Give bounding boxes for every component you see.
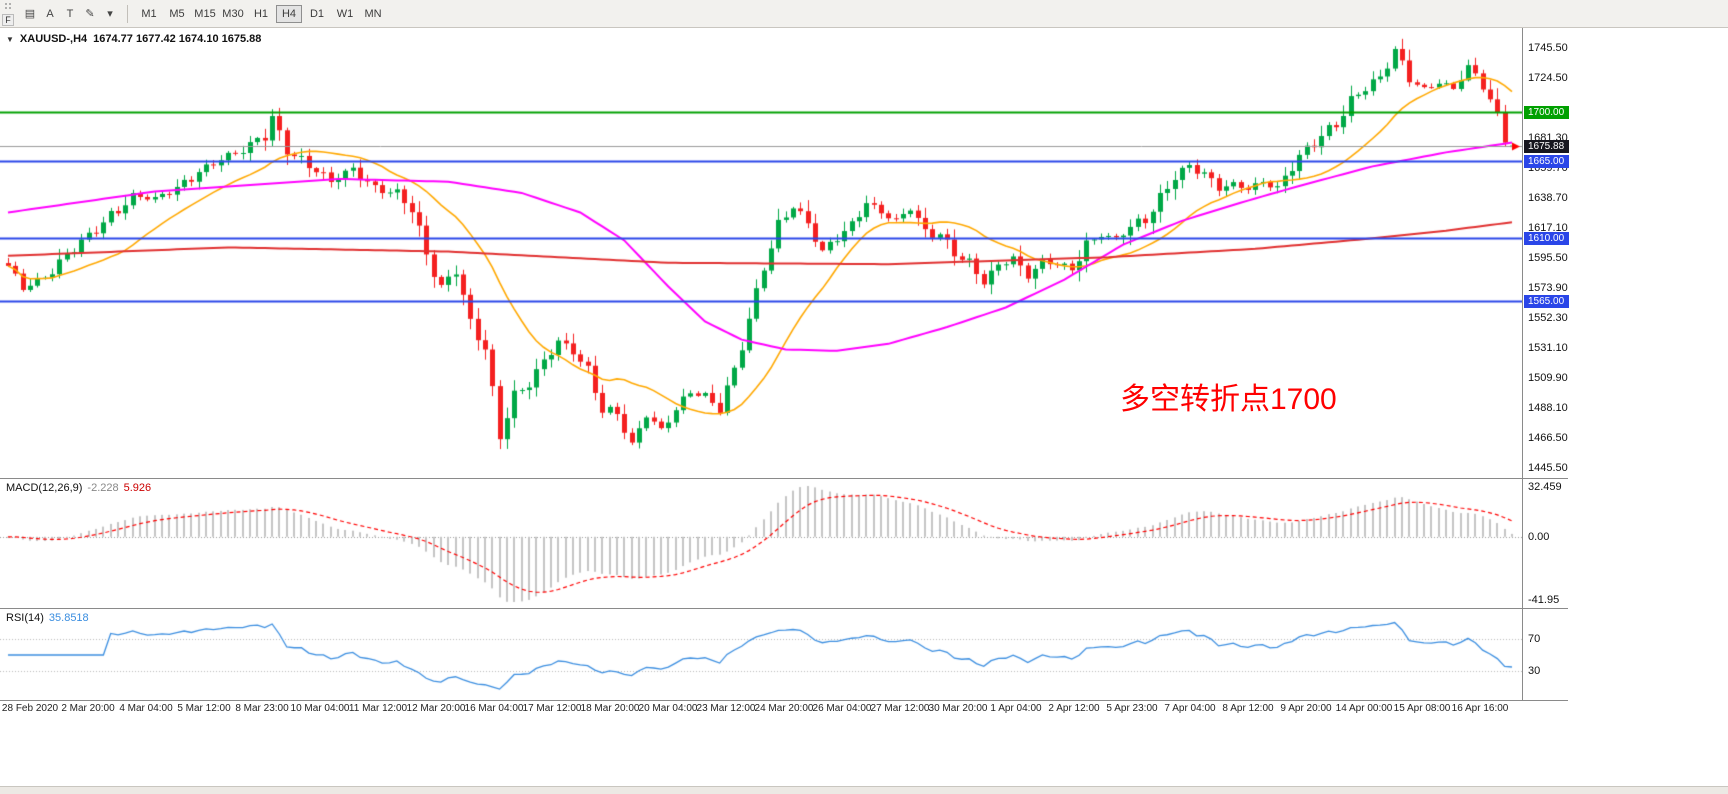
timeframe-button-m5[interactable]: M5	[169, 7, 185, 20]
collapse-icon[interactable]: ▼	[6, 34, 14, 44]
timeframe-button-d1[interactable]: D1	[309, 7, 325, 20]
time-axis-label: 2 Apr 12:00	[1048, 703, 1100, 714]
macd-name: MACD(12,26,9)	[6, 482, 83, 494]
time-axis-label: 1 Apr 04:00	[990, 703, 1042, 714]
macd-canvas[interactable]	[0, 479, 1522, 609]
time-axis-label: 28 Feb 2020	[1, 703, 59, 714]
macd-label: MACD(12,26,9) -2.228 5.926	[6, 482, 151, 494]
macd-axis-min: -41.95	[1528, 594, 1560, 606]
price-axis-badge: 1700.00	[1524, 105, 1569, 119]
price-axis-badge: 1665.00	[1524, 154, 1569, 168]
macd-pane: MACD(12,26,9) -2.228 5.926 32.459 0.00 -…	[0, 478, 1568, 609]
time-axis-label: 30 Mar 20:00	[928, 703, 988, 714]
toolbar-f-button[interactable]: F	[2, 13, 14, 26]
price-axis-tick: 1573.90	[1528, 282, 1568, 295]
rsi-pane: RSI(14) 35.8518 70 30	[0, 608, 1568, 701]
time-axis-label: 2 Mar 20:00	[61, 703, 115, 714]
time-axis-label: 11 Mar 12:00	[348, 703, 408, 714]
timeframe-button-m30[interactable]: M30	[222, 7, 244, 20]
time-axis: 28 Feb 2020 2 Mar 20:00 4 Mar 04:00 5 Mar 1…	[0, 700, 1568, 716]
time-axis-label: 12 Mar 20:00	[406, 703, 466, 714]
time-axis-label: 27 Mar 12:00	[870, 703, 930, 714]
time-axis-label: 15 Apr 08:00	[1393, 703, 1451, 714]
price-axis-badge: 1610.00	[1524, 231, 1569, 245]
toolbar-left-cluster: F	[0, 0, 16, 28]
price-axis-tick: 1466.50	[1528, 432, 1568, 445]
toolbar-buttons: ▤ A T ✎ ▾	[20, 4, 120, 24]
time-axis-label: 24 Mar 20:00	[754, 703, 814, 714]
price-axis-badge: 1675.88	[1524, 139, 1569, 153]
toolbar-separator	[127, 4, 128, 23]
macd-value-main: -2.228	[87, 482, 119, 494]
time-axis-label: 8 Mar 23:00	[235, 703, 289, 714]
annotate-a-icon[interactable]: A	[46, 7, 54, 20]
chart-title-symbol: XAUUSD-,H4	[19, 33, 88, 45]
price-axis-tick: 1745.50	[1528, 42, 1568, 55]
timeframe-button-mn[interactable]: MN	[364, 7, 382, 20]
caret-down-icon[interactable]: ▾	[107, 8, 113, 20]
time-axis-label: 8 Apr 12:00	[1222, 703, 1274, 714]
charts-grid-icon[interactable]: ▤	[24, 8, 36, 20]
rsi-label: RSI(14) 35.8518	[6, 612, 89, 624]
time-axis-label: 18 Mar 20:00	[580, 703, 640, 714]
time-axis-label: 5 Apr 23:00	[1106, 703, 1158, 714]
time-axis-label: 23 Mar 12:00	[696, 703, 756, 714]
text-tool-icon[interactable]: T	[66, 7, 74, 20]
price-axis-tick: 1638.70	[1528, 191, 1568, 204]
time-axis-label: 4 Mar 04:00	[119, 703, 173, 714]
time-axis-label: 20 Mar 04:00	[638, 703, 698, 714]
price-pane: ▼ XAUUSD-,H4 1674.77 1677.42 1674.10 167…	[0, 28, 1569, 478]
chart-annotation-text: 多空转折点1700	[1120, 383, 1337, 416]
time-axis-label: 14 Apr 00:00	[1335, 703, 1393, 714]
time-axis-label: 7 Apr 04:00	[1164, 703, 1216, 714]
price-axis: 1745.50 1724.50 1681.30 1659.70 1638.70 1617.…	[1522, 28, 1569, 478]
price-axis-tick: 1552.30	[1528, 312, 1568, 325]
status-strip	[0, 786, 1728, 794]
draw-pen-icon[interactable]: ✎	[85, 8, 95, 20]
timeframe-button-m1[interactable]: M1	[141, 7, 157, 20]
timeframe-button-h1[interactable]: H1	[253, 7, 269, 20]
time-axis-label: 5 Mar 12:00	[177, 703, 231, 714]
rsi-axis-low: 30	[1528, 665, 1541, 678]
macd-value-signal: 5.926	[123, 482, 152, 494]
toolbar-drag-handle-icon[interactable]	[4, 1, 12, 10]
timeframe-button-h4[interactable]: H4	[276, 4, 302, 23]
price-chart-canvas[interactable]	[0, 28, 1522, 478]
price-axis-badge: 1565.00	[1524, 294, 1569, 308]
rsi-axis-high: 70	[1528, 632, 1541, 645]
macd-axis-max: 32.459	[1528, 481, 1562, 493]
price-axis-tick: 1488.10	[1528, 401, 1568, 414]
timeframe-button-m15[interactable]: M15	[194, 7, 216, 20]
time-axis-label: 16 Apr 16:00	[1451, 703, 1509, 714]
price-axis-tick: 1509.90	[1528, 371, 1568, 384]
rsi-value: 35.8518	[48, 612, 89, 624]
time-axis-label: 10 Mar 04:00	[290, 703, 350, 714]
macd-axis: 32.459 0.00 -41.95	[1522, 479, 1568, 608]
macd-axis-zero: 0.00	[1528, 530, 1550, 543]
rsi-canvas[interactable]	[0, 609, 1522, 701]
time-axis-label: 17 Mar 12:00	[522, 703, 582, 714]
chart-window: ▼ XAUUSD-,H4 1674.77 1677.42 1674.10 167…	[0, 28, 1569, 716]
price-axis-tick: 1724.50	[1528, 71, 1568, 84]
price-axis-tick: 1445.50	[1528, 461, 1568, 474]
chart-title-ohlc: 1674.77 1677.42 1674.10 1675.88	[93, 33, 262, 45]
chart-title: ▼ XAUUSD-,H4 1674.77 1677.42 1674.10 167…	[6, 33, 261, 45]
time-axis-label: 26 Mar 04:00	[812, 703, 872, 714]
toolbar: F ▤ A T ✎ ▾ M1 M5 M15 M30 H1 H4 D1 W1 MN	[0, 0, 1728, 28]
rsi-name: RSI(14)	[6, 612, 44, 624]
price-axis-tick: 1531.10	[1528, 341, 1568, 354]
time-axis-label: 16 Mar 04:00	[464, 703, 524, 714]
timeframe-buttons: M1 M5 M15 M30 H1 H4 D1 W1 MN	[135, 4, 387, 23]
timeframe-button-w1[interactable]: W1	[336, 7, 354, 20]
rsi-axis: 70 30	[1522, 609, 1568, 700]
price-axis-tick: 1617.10	[1528, 221, 1568, 234]
time-axis-label: 9 Apr 20:00	[1280, 703, 1332, 714]
price-axis-tick: 1595.50	[1528, 251, 1568, 264]
